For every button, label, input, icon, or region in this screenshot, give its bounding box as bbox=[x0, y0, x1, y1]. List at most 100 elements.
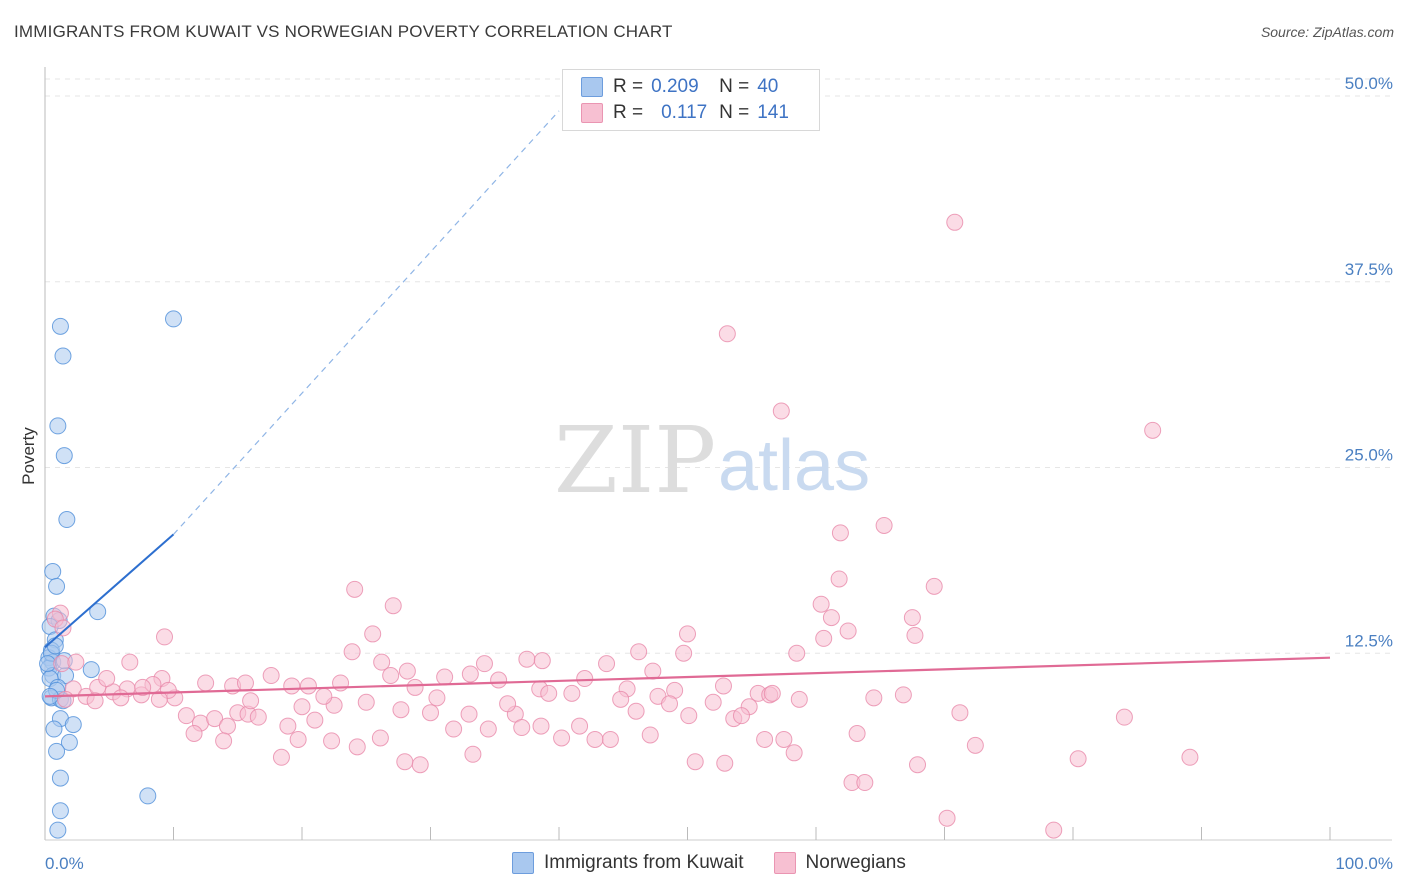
norwegian-point bbox=[428, 689, 446, 707]
kuwait-point bbox=[48, 742, 66, 760]
legend-kuwait-label: Immigrants from Kuwait bbox=[544, 852, 744, 873]
norwegian-point bbox=[373, 653, 391, 671]
series-legend: Immigrants from Kuwait Norwegians bbox=[512, 852, 936, 874]
norwegian-point bbox=[499, 695, 517, 713]
norwegian-point bbox=[946, 213, 964, 231]
norwegian-point bbox=[236, 674, 254, 692]
norwegian-point bbox=[249, 708, 267, 726]
norwegian-point bbox=[1045, 821, 1063, 839]
legend-item-norwegians[interactable]: Norwegians bbox=[773, 852, 906, 874]
norwegian-point bbox=[289, 730, 307, 748]
norwegian-point bbox=[445, 720, 463, 738]
norwegian-point bbox=[67, 653, 85, 671]
grid-layer bbox=[45, 78, 1392, 654]
trend-layer bbox=[44, 110, 1331, 698]
norwegian-point bbox=[830, 570, 848, 588]
norwegian-point bbox=[571, 717, 589, 735]
kuwait-point bbox=[82, 661, 100, 679]
norwegian-point bbox=[283, 677, 301, 695]
norwegian-point bbox=[460, 705, 478, 723]
norwegian-point bbox=[714, 677, 732, 695]
legend-row-norwegians: R = 0.117 N = 141 bbox=[581, 101, 789, 125]
norwegian-point bbox=[436, 668, 454, 686]
norwegian-point bbox=[894, 686, 912, 704]
kuwait-point bbox=[51, 317, 69, 335]
norwegian-point bbox=[242, 692, 260, 710]
y-axis-label: Poverty bbox=[19, 427, 38, 485]
label-layer: 12.5% 25.0% 37.5% 50.0% 0.0% 100.0% bbox=[45, 74, 1393, 873]
norwegian-point bbox=[675, 644, 693, 662]
norwegian-point bbox=[686, 753, 704, 771]
norwegian-point bbox=[518, 650, 536, 668]
norwegian-point bbox=[398, 662, 416, 680]
norwegian-point bbox=[150, 690, 168, 708]
kuwait-point bbox=[44, 563, 62, 581]
norwegian-point bbox=[348, 738, 366, 756]
norwegian-point bbox=[644, 662, 662, 680]
legend-row-kuwait: R = 0.209 N = 40 bbox=[581, 75, 778, 99]
norwegian-point bbox=[479, 720, 497, 738]
y-tick-label: 12.5% bbox=[1345, 631, 1393, 650]
norwegian-point bbox=[272, 748, 290, 766]
norwegian-point bbox=[763, 684, 781, 702]
kuwait-swatch bbox=[581, 77, 603, 97]
norwegian-point bbox=[627, 702, 645, 720]
kuwait-point bbox=[64, 716, 82, 734]
chart-title: IMMIGRANTS FROM KUWAIT VS NORWEGIAN POVE… bbox=[14, 22, 673, 41]
norwegian-point bbox=[540, 684, 558, 702]
legend-n-label: N = bbox=[719, 102, 750, 123]
legend-n-value: 141 bbox=[757, 102, 789, 123]
norwegian-point bbox=[680, 707, 698, 725]
norwegians-swatch bbox=[581, 103, 603, 123]
norwegian-point bbox=[323, 732, 341, 750]
legend-r-value: 0.209 bbox=[651, 76, 699, 97]
norwegian-point bbox=[396, 753, 414, 771]
norwegian-point bbox=[641, 726, 659, 744]
points-layer bbox=[39, 213, 1199, 839]
norwegian-point bbox=[279, 717, 297, 735]
norwegian-point bbox=[464, 745, 482, 763]
norwegian-point bbox=[1181, 748, 1199, 766]
norwegian-point bbox=[775, 730, 793, 748]
kuwait-point bbox=[46, 637, 64, 655]
legend-item-kuwait[interactable]: Immigrants from Kuwait bbox=[512, 852, 744, 874]
norwegian-point bbox=[756, 730, 774, 748]
norwegian-point bbox=[343, 643, 361, 661]
kuwait-trend-line bbox=[44, 533, 175, 649]
norwegian-point bbox=[306, 711, 324, 729]
norwegian-point bbox=[630, 643, 648, 661]
kuwait-point bbox=[48, 577, 66, 595]
norwegian-point bbox=[772, 402, 790, 420]
kuwait-point bbox=[165, 310, 182, 328]
norwegian-point bbox=[598, 655, 616, 673]
x-tick-label-min: 0.0% bbox=[45, 854, 84, 873]
norwegian-point bbox=[422, 704, 439, 722]
norwegian-point bbox=[382, 667, 400, 685]
norwegian-point bbox=[704, 693, 722, 711]
norwegian-point bbox=[357, 693, 375, 711]
y-tick-label: 50.0% bbox=[1345, 74, 1393, 93]
norwegian-point bbox=[822, 609, 840, 627]
kuwait-point bbox=[39, 655, 57, 673]
norwegian-point bbox=[197, 674, 215, 692]
norwegian-point bbox=[612, 690, 630, 708]
norwegian-point bbox=[384, 597, 402, 615]
legend-r-value: 0.117 bbox=[661, 102, 708, 123]
norwegian-point bbox=[785, 744, 803, 762]
norwegian-point bbox=[718, 325, 736, 343]
norwegian-point bbox=[812, 595, 830, 613]
y-tick-label: 37.5% bbox=[1345, 260, 1393, 279]
norwegian-point bbox=[839, 622, 857, 640]
norwegian-point bbox=[262, 667, 280, 685]
kuwait-swatch bbox=[512, 852, 534, 874]
norwegian-point bbox=[865, 689, 883, 707]
norwegian-point bbox=[53, 655, 71, 673]
norwegian-point bbox=[951, 704, 969, 722]
norwegian-point bbox=[57, 690, 75, 708]
norwegian-point bbox=[371, 729, 389, 747]
legend-norwegians-label: Norwegians bbox=[805, 852, 906, 873]
norwegian-point bbox=[364, 625, 382, 643]
norwegian-point bbox=[392, 701, 410, 719]
watermark-atlas: atlas bbox=[718, 426, 870, 506]
kuwait-point bbox=[89, 603, 107, 621]
